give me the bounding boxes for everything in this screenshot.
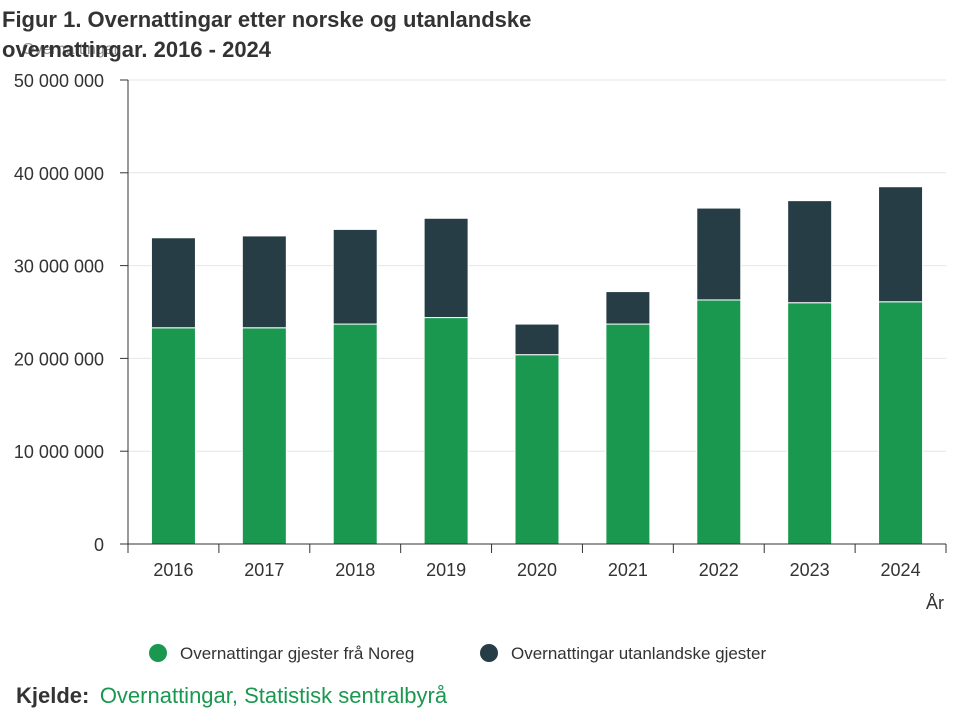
bar-noreg-2018[interactable]	[332, 323, 378, 545]
legend-marker	[149, 644, 167, 662]
bar-utanlandske-2018[interactable]	[332, 228, 378, 325]
x-tick-label: 2020	[517, 560, 557, 580]
source-label: Kjelde:	[16, 683, 89, 708]
bar-noreg-2017[interactable]	[241, 327, 287, 545]
bar-utanlandske-2024[interactable]	[878, 186, 924, 303]
x-tick-label: 2021	[608, 560, 648, 580]
axes	[127, 80, 946, 545]
bar-utanlandske-2017[interactable]	[241, 235, 287, 329]
bar-utanlandske-2016[interactable]	[150, 237, 196, 329]
bar-stack-2018[interactable]	[332, 228, 378, 545]
bars	[150, 186, 924, 545]
y-tick-label: 10 000 000	[14, 442, 104, 462]
y-tick-label: 30 000 000	[14, 257, 104, 277]
bar-stack-2019[interactable]	[423, 217, 469, 545]
x-tick-label: 2023	[790, 560, 830, 580]
bar-noreg-2021[interactable]	[605, 323, 651, 545]
bar-noreg-2019[interactable]	[423, 317, 469, 545]
source-line: Kjelde: Overnattingar, Statistisk sentra…	[16, 683, 448, 708]
source-link[interactable]: Overnattingar, Statistisk sentralbyrå	[100, 683, 448, 708]
legend-label: Overnattingar gjester frå Noreg	[180, 644, 414, 663]
bar-utanlandske-2022[interactable]	[696, 207, 742, 301]
legend: Overnattingar gjester frå Noreg Overnatti…	[149, 644, 766, 663]
bar-noreg-2023[interactable]	[787, 302, 833, 545]
chart-title-line-2: overnattingar. 2016 - 2024	[2, 37, 272, 62]
y-axis-ticks: 0 10 000 000 20 000 000 30 000 000 40 000 00…	[14, 71, 128, 555]
legend-item-utanlandske[interactable]: Overnattingar utanlandske gjester	[480, 644, 766, 663]
x-tick-label: 2018	[335, 560, 375, 580]
x-tick-label: 2016	[153, 560, 193, 580]
x-axis-title: År	[926, 593, 944, 613]
bar-noreg-2024[interactable]	[878, 301, 924, 545]
bar-utanlandske-2021[interactable]	[605, 291, 651, 325]
bar-noreg-2020[interactable]	[514, 354, 560, 545]
bar-stack-2020[interactable]	[514, 323, 560, 545]
chart-title: Figur 1. Overnattingar etter norske og u…	[2, 7, 531, 62]
y-tick-label: 40 000 000	[14, 164, 104, 184]
bar-stack-2024[interactable]	[878, 186, 924, 545]
bar-utanlandske-2019[interactable]	[423, 217, 469, 319]
bar-stack-2023[interactable]	[787, 200, 833, 545]
y-axis-title: Overnattingar	[22, 41, 120, 58]
legend-marker	[480, 644, 498, 662]
bar-stack-2016[interactable]	[150, 237, 196, 545]
x-tick-label: 2024	[881, 560, 921, 580]
x-tick-label: 2019	[426, 560, 466, 580]
legend-item-noreg[interactable]: Overnattingar gjester frå Noreg	[149, 644, 414, 663]
source: Kjelde: Overnattingar, Statistisk sentra…	[16, 683, 448, 708]
y-tick-label: 0	[94, 535, 104, 555]
bar-noreg-2016[interactable]	[150, 327, 196, 545]
chart-title-line-1: Figur 1. Overnattingar etter norske og u…	[2, 7, 531, 32]
x-tick-label: 2017	[244, 560, 284, 580]
y-tick-label: 20 000 000	[14, 349, 104, 369]
legend-label: Overnattingar utanlandske gjester	[511, 644, 766, 663]
bar-stack-2022[interactable]	[696, 207, 742, 545]
x-tick-label: 2022	[699, 560, 739, 580]
bar-noreg-2022[interactable]	[696, 299, 742, 545]
bar-utanlandske-2023[interactable]	[787, 200, 833, 304]
bar-stack-2017[interactable]	[241, 235, 287, 545]
x-axis-ticks: 2016 2017 2018 2019 2020 2021 2022 2023 2024	[127, 544, 947, 580]
y-tick-label: 50 000 000	[14, 71, 104, 91]
bar-stack-2021[interactable]	[605, 291, 651, 545]
bar-utanlandske-2020[interactable]	[514, 323, 560, 356]
